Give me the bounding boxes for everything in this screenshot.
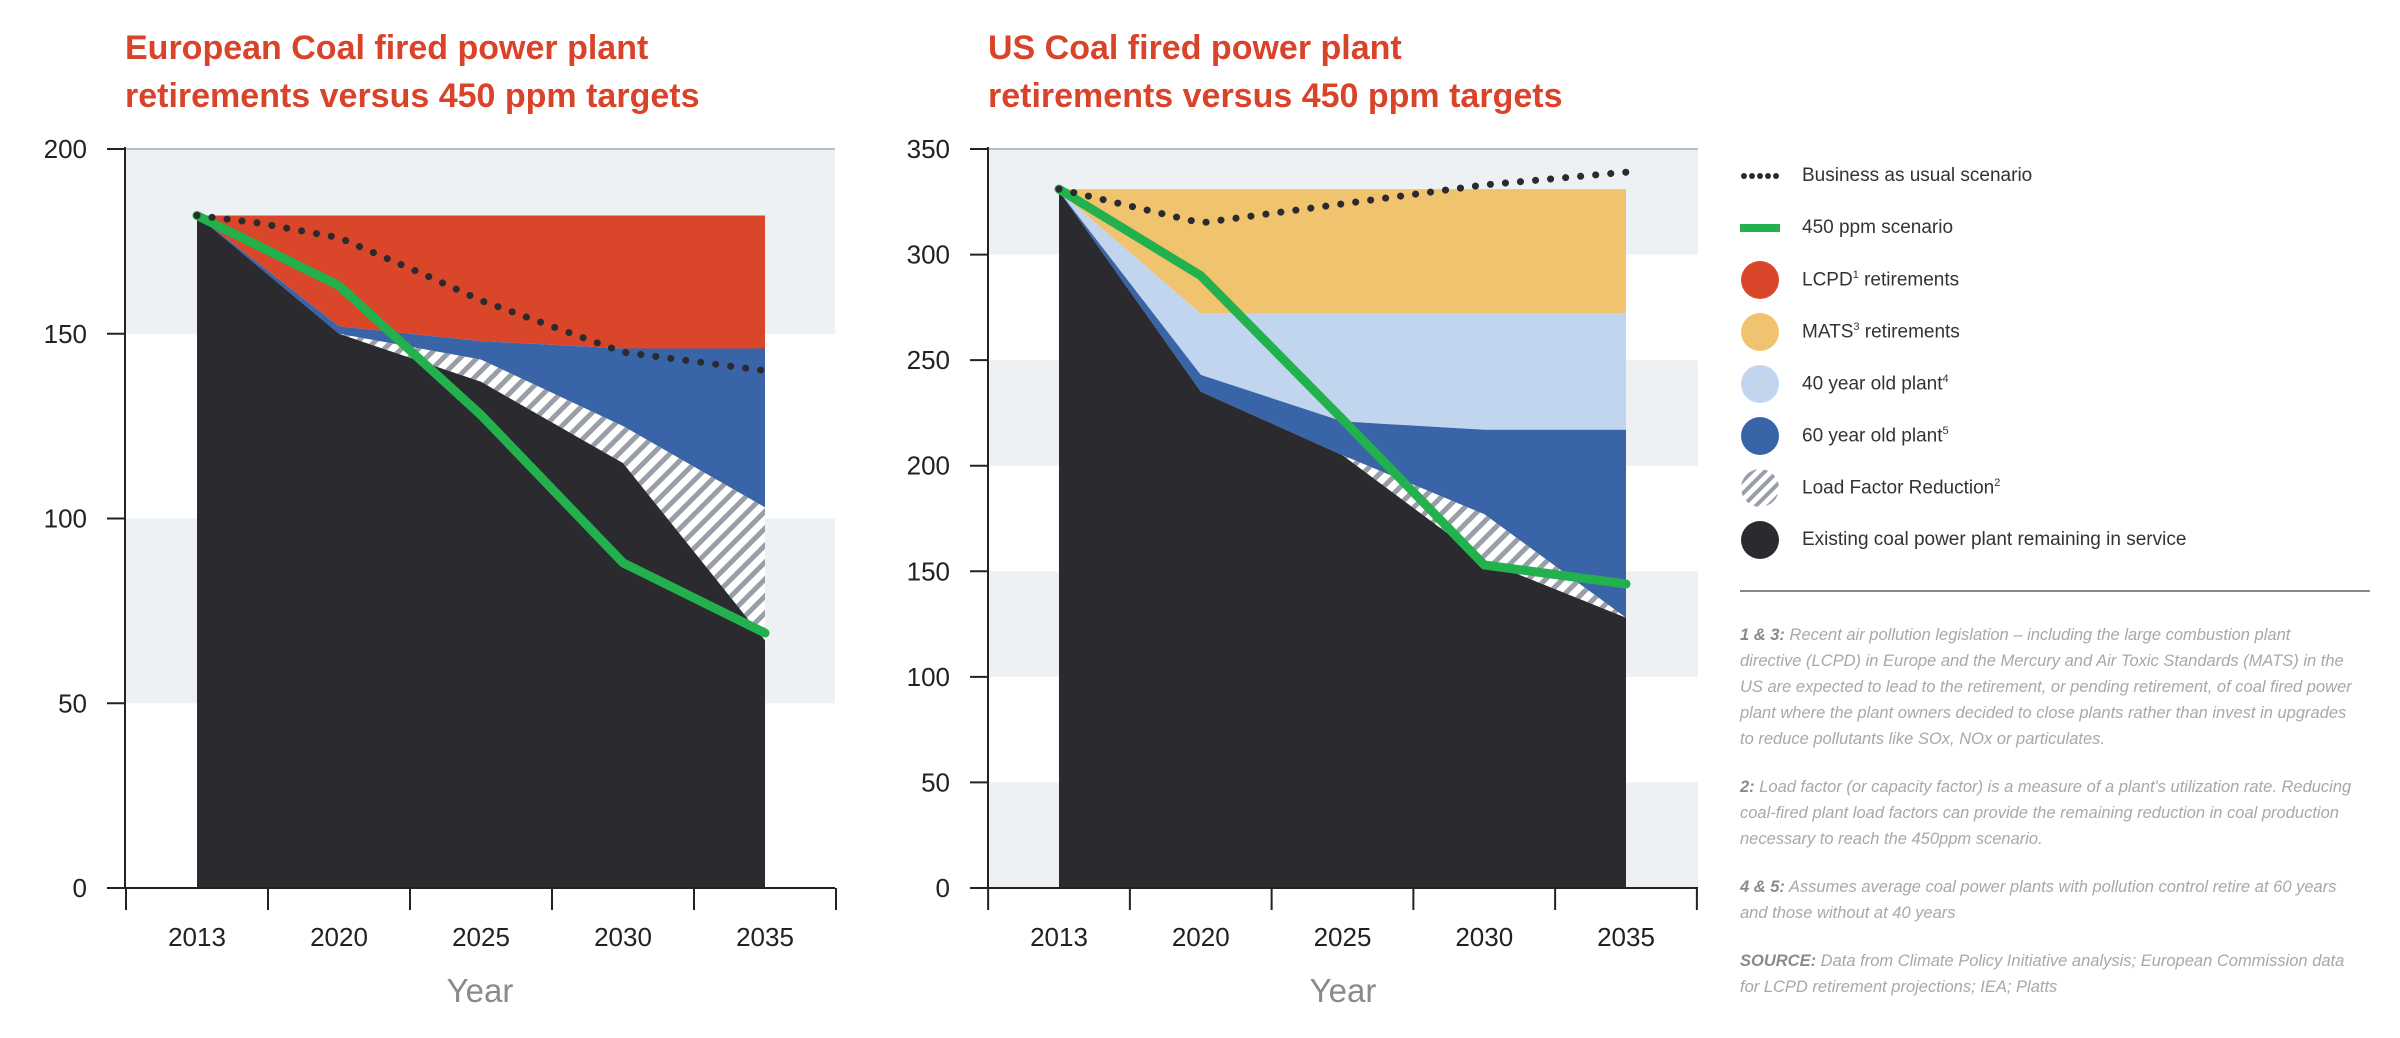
legend-label: MATS3 retirements (1802, 320, 1960, 343)
us-existing-plant-area (1059, 191, 1626, 888)
source-note: SOURCE: Data from Climate Policy Initiat… (1740, 948, 2355, 1000)
legend-item-plant-60: 60 year old plant5 (1740, 410, 2380, 462)
us-y-tick-label: 200 (907, 451, 950, 481)
us-y-tick-label: 300 (907, 240, 950, 270)
legend-label: 450 ppm scenario (1802, 217, 1954, 238)
eu-x-tick-label: 2030 (594, 922, 652, 952)
legend-dot (1773, 173, 1779, 179)
legend-dot (1749, 173, 1755, 179)
footnote-key: 1 & 3: (1740, 626, 1785, 644)
us-40-year-plant-area (1059, 191, 1626, 430)
footnotes: 1 & 3: Recent air pollution legislation … (1740, 622, 2355, 1022)
us-x-tick-label: 2013 (1030, 922, 1088, 952)
us-450ppm-line (1054, 184, 1631, 589)
legend-circle (1741, 365, 1779, 403)
eu-existing-plant-area (197, 215, 765, 888)
us-60-year-plant-area (1059, 191, 1626, 618)
legend-item-ppm450: 450 ppm scenario (1740, 202, 2380, 254)
source-text: Data from Climate Policy Initiative anal… (1740, 952, 2345, 996)
us-bau-line (1055, 168, 1630, 227)
eu-chart-title-line1: European Coal fired power plant (125, 29, 649, 67)
legend-circle (1741, 521, 1779, 559)
us-x-tick-label: 2030 (1455, 922, 1513, 952)
legend-dot (1765, 173, 1771, 179)
source-key: SOURCE: (1740, 952, 1817, 970)
legend-swatch-plant-60 (1741, 417, 1779, 455)
eu-bau-line (193, 212, 769, 375)
us-x-tick-label: 2035 (1597, 922, 1655, 952)
legend-label: 40 year old plant4 (1802, 372, 1949, 395)
legend-dot (1757, 173, 1763, 179)
footnote-key: 4 & 5: (1740, 878, 1785, 896)
eu-y-tick-label: 150 (44, 319, 87, 349)
eu-x-tick-label: 2035 (736, 922, 794, 952)
footnote-1-3: 1 & 3: Recent air pollution legislation … (1740, 622, 2355, 752)
eu-x-tick-label: 2013 (168, 922, 226, 952)
legend-label: Business as usual scenario (1802, 165, 2033, 186)
us-y-tick-label: 350 (907, 134, 950, 164)
eu-y-tick-label: 50 (58, 688, 87, 718)
us-y-tick-label: 100 (907, 662, 950, 692)
eu-x-axis-label: Year (447, 972, 514, 1009)
us-x-axis-label: Year (1310, 972, 1377, 1009)
legend-item-lcpd: LCPD1 retirements (1740, 254, 2380, 306)
us-x-tick-label: 2020 (1172, 922, 1230, 952)
legend-swatch-lcpd (1741, 261, 1779, 299)
legend-swatch-mats (1741, 313, 1779, 351)
footnote-text: Assumes average coal power plants with p… (1740, 878, 2337, 922)
legend-label: Load Factor Reduction2 (1802, 476, 2001, 499)
us-chart-title-line2: retirements versus 450 ppm targets (988, 77, 1563, 115)
legend-swatch-bau (1741, 173, 1779, 179)
footnote-2: 2: Load factor (or capacity factor) is a… (1740, 774, 2355, 852)
footnote-text: Load factor (or capacity factor) is a me… (1740, 778, 2352, 848)
eu-y-tick-label: 0 (73, 873, 87, 903)
legend-line (1740, 224, 1780, 232)
us-y-tick-label: 50 (921, 767, 950, 797)
legend-divider (1740, 590, 2370, 592)
us-chart-title-line1: US Coal fired power plant (988, 29, 1402, 67)
footnote-text: Recent air pollution legislation – inclu… (1740, 626, 2352, 748)
legend-hatch-circle (1741, 469, 1779, 507)
legend-circle (1741, 261, 1779, 299)
footnote-4-5: 4 & 5: Assumes average coal power plants… (1740, 874, 2355, 926)
us-y-tick-label: 150 (907, 556, 950, 586)
legend-swatch-existing (1741, 521, 1779, 559)
legend-circle (1741, 313, 1779, 351)
legend-swatch-ppm450 (1740, 224, 1780, 232)
footnote-key: 2: (1740, 778, 1755, 796)
eu-x-tick-label: 2020 (310, 922, 368, 952)
legend-item-mats: MATS3 retirements (1740, 306, 2380, 358)
legend-item-plant-40: 40 year old plant4 (1740, 358, 2380, 410)
eu-y-tick-label: 100 (44, 504, 87, 534)
eu-chart-title-line2: retirements versus 450 ppm targets (125, 77, 700, 115)
us-chart: 0 50 100 150 200 250 300 350 2013 2020 2025 2030 203… (907, 134, 1698, 1009)
eu-450ppm-line (192, 211, 770, 638)
eu-chart-title: European Coal fired power plant retireme… (125, 24, 699, 120)
legend-label: 60 year old plant5 (1802, 424, 1949, 447)
legend-label: LCPD1 retirements (1802, 268, 1960, 291)
us-mats-retirements-area (1059, 189, 1626, 314)
legend-label: Existing coal power plant remaining in s… (1802, 529, 2187, 550)
eu-x-tick-label: 2025 (452, 922, 510, 952)
legend-circle (1741, 417, 1779, 455)
legend: Business as usual scenario 450 ppm scenar… (1740, 150, 2380, 566)
us-y-tick-label: 250 (907, 345, 950, 375)
eu-lcpd-retirements-area (197, 215, 765, 349)
legend-swatch-load-factor (1741, 469, 1779, 507)
legend-item-existing: Existing coal power plant remaining in s… (1740, 514, 2380, 566)
legend-item-bau: Business as usual scenario (1740, 150, 2380, 202)
legend-swatch-plant-40 (1741, 365, 1779, 403)
eu-60-year-plant-area (197, 215, 765, 508)
eu-y-tick-label: 200 (44, 134, 87, 164)
us-y-tick-label: 0 (936, 873, 950, 903)
legend-item-load-factor: Load Factor Reduction2 (1740, 462, 2380, 514)
legend-dot (1741, 173, 1747, 179)
us-chart-title: US Coal fired power plant retirements ve… (988, 24, 1562, 120)
us-x-tick-label: 2025 (1314, 922, 1372, 952)
eu-chart: 0 50 100 150 200 2013 2020 2025 2030 2035 Year (44, 134, 837, 1009)
coal-retirement-charts: 0 50 100 150 200 2013 2020 2025 2030 2035 Year 0 50… (44, 134, 1698, 1009)
